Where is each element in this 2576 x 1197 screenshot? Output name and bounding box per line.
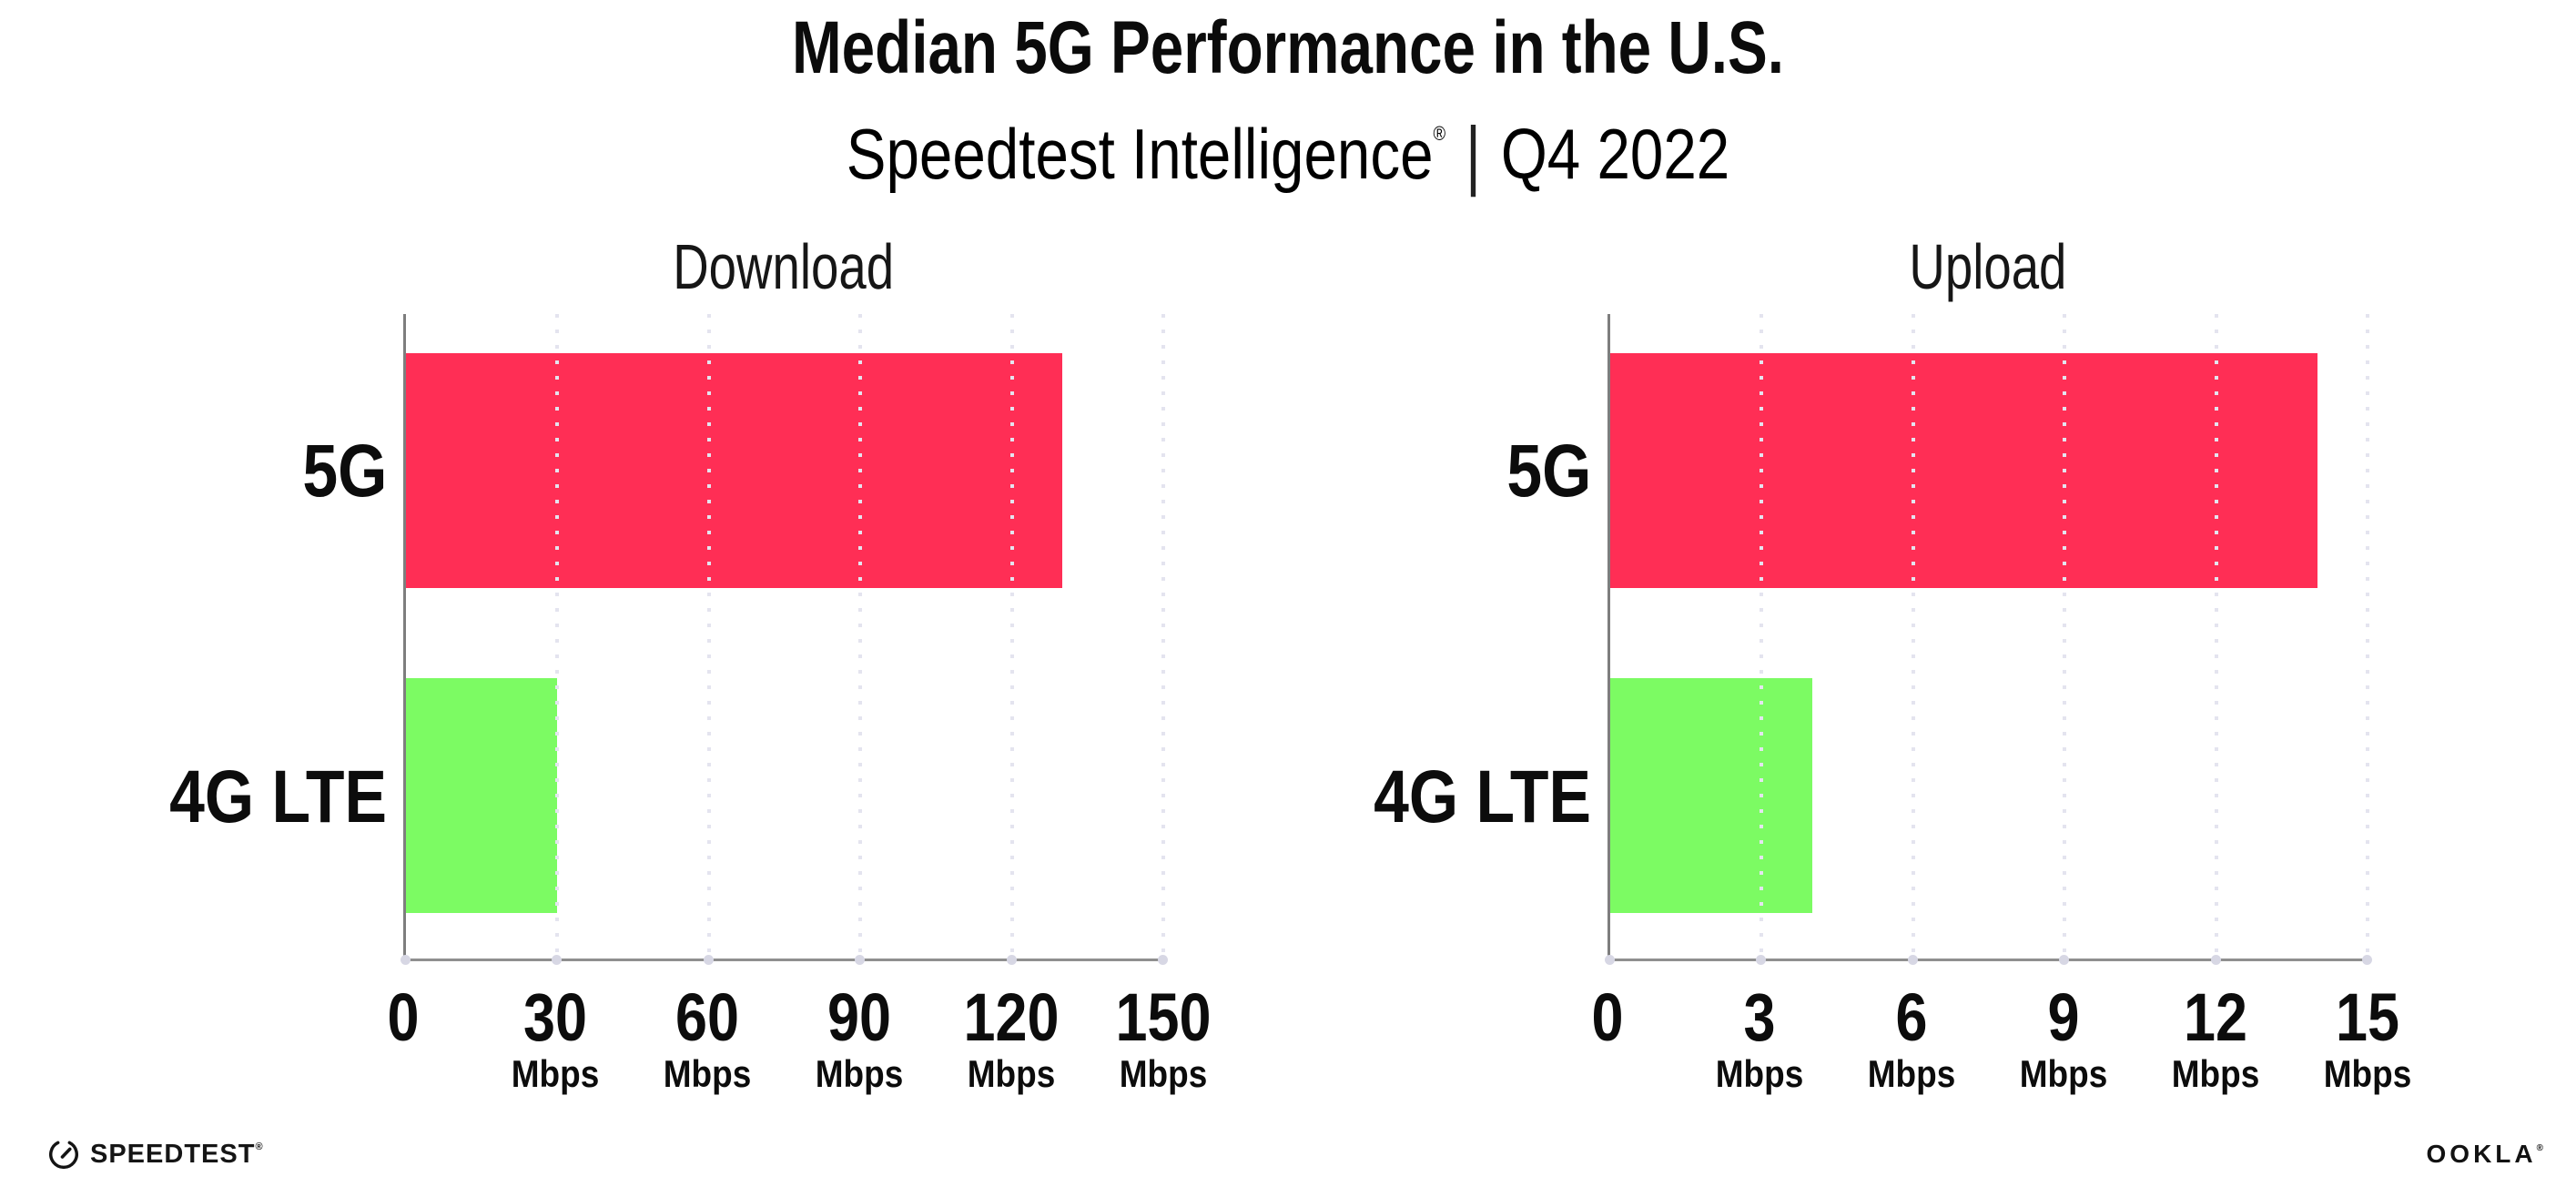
speedtest-logo: SPEEDTEST®	[47, 1136, 263, 1172]
x-tick-0: 0	[1588, 961, 1626, 1055]
axis-tick-dot	[552, 955, 563, 965]
category-label-5g: 5G	[302, 429, 387, 512]
bar-4g-lte	[1610, 677, 1812, 914]
page-title: Median 5G Performance in the U.S.	[792, 6, 1784, 89]
gridline	[858, 314, 863, 959]
registered-mark: ®	[1433, 122, 1446, 145]
ookla-registered-mark: ®	[2536, 1143, 2543, 1153]
speedtest-registered-mark: ®	[255, 1141, 263, 1152]
x-tick-unit: Mbps	[1715, 1052, 1804, 1095]
category-labels: 5G 4G LTE	[150, 314, 387, 961]
axis-tick-dot	[703, 955, 714, 965]
upload-chart: Upload 5G 4G LTE 0 3 Mbps 6 Mbps 9 Mbps 12 Mbps 15…	[1354, 218, 2412, 1098]
x-tick-value: 30	[523, 979, 587, 1055]
page-subtitle: Speedtest Intelligence® | Q4 2022	[206, 96, 2369, 195]
bar-5g	[406, 352, 1063, 589]
x-tick-unit: Mbps	[815, 1052, 904, 1095]
speedtest-label: SPEEDTEST	[90, 1139, 256, 1169]
plot-area	[1605, 314, 2372, 965]
ookla-label: OOKLA	[2426, 1140, 2537, 1168]
x-tick-value: 90	[827, 979, 891, 1055]
x-tick-6: 6 Mbps	[1861, 961, 1962, 1095]
category-labels: 5G 4G LTE	[1354, 314, 1591, 961]
x-tick-value: 9	[2047, 979, 2080, 1055]
chart-title-download: Download	[403, 218, 1163, 314]
x-tick-9: 9 Mbps	[2013, 961, 2114, 1095]
x-tick-value: 120	[963, 979, 1060, 1055]
x-tick-120: 120 Mbps	[955, 961, 1067, 1095]
axis-tick-dot	[1006, 955, 1017, 965]
axis-tick-dot	[2362, 955, 2372, 965]
axis-tick-dot	[2059, 955, 2070, 965]
gridline	[2366, 314, 2369, 959]
gridline	[2063, 314, 2067, 959]
x-tick-value: 150	[1115, 979, 1212, 1055]
plot-area	[401, 314, 1168, 965]
axis-tick-dot	[1158, 955, 1168, 965]
x-tick-unit: Mbps	[1119, 1052, 1208, 1095]
speedtest-gauge-icon	[49, 1141, 78, 1169]
chart-title-upload: Upload	[1607, 218, 2368, 314]
gridline	[2214, 314, 2218, 959]
gridline	[555, 314, 560, 959]
ookla-logo: OOKLA®	[2427, 1140, 2543, 1169]
chart-title-label: Upload	[1908, 230, 2067, 302]
axis-tick-dot	[1907, 955, 1918, 965]
x-tick-15: 15 Mbps	[2317, 961, 2418, 1095]
x-tick-3: 3 Mbps	[1709, 961, 1810, 1095]
x-tick-value: 12	[2184, 979, 2247, 1055]
x-tick-value: 6	[1895, 979, 1928, 1055]
category-label-4g-lte: 4G LTE	[169, 756, 387, 839]
title-block: Median 5G Performance in the U.S. Speedt…	[0, 6, 2576, 195]
x-axis-labels: 0 30 Mbps 60 Mbps 90 Mbps 120 Mbps 150 Mbps	[388, 961, 1212, 1098]
subtitle-brand: Speedtest Intelligence	[846, 114, 1434, 194]
gridline	[1161, 314, 1165, 959]
x-tick-unit: Mbps	[1867, 1052, 1956, 1095]
x-tick-value: 60	[675, 979, 739, 1055]
gridline	[1911, 314, 1915, 959]
x-tick-unit: Mbps	[967, 1052, 1056, 1095]
x-tick-value: 3	[1743, 979, 1776, 1055]
gridline	[706, 314, 711, 959]
x-tick-unit: Mbps	[2323, 1052, 2412, 1095]
ookla-logo-text: OOKLA®	[2427, 1140, 2543, 1168]
x-tick-12: 12 Mbps	[2165, 961, 2266, 1095]
axis-tick-dot	[401, 955, 411, 965]
speedtest-logo-text: SPEEDTEST®	[90, 1140, 263, 1170]
x-tick-30: 30 Mbps	[505, 961, 605, 1095]
x-tick-unit: Mbps	[511, 1052, 600, 1095]
x-tick-60: 60 Mbps	[657, 961, 757, 1095]
category-label-4g-lte: 4G LTE	[1374, 756, 1591, 839]
axis-tick-dot	[2210, 955, 2221, 965]
x-tick-value: 0	[1591, 979, 1624, 1055]
x-tick-150: 150 Mbps	[1107, 961, 1219, 1095]
bar-5g	[1610, 352, 2317, 589]
category-label-5g: 5G	[1506, 429, 1591, 512]
chart-title-label: Download	[673, 230, 894, 302]
x-tick-unit: Mbps	[663, 1052, 752, 1095]
x-axis-labels: 0 3 Mbps 6 Mbps 9 Mbps 12 Mbps 15 Mbps	[1592, 961, 2412, 1098]
x-tick-value: 15	[2336, 979, 2399, 1055]
x-tick-90: 90 Mbps	[809, 961, 909, 1095]
axis-tick-dot	[1605, 955, 1615, 965]
axis-tick-dot	[855, 955, 866, 965]
x-tick-value: 0	[387, 979, 420, 1055]
subtitle-period: Q4 2022	[1500, 114, 1730, 194]
axis-tick-dot	[1756, 955, 1767, 965]
bar-4g-lte	[406, 677, 558, 914]
x-tick-0: 0	[384, 961, 421, 1055]
x-tick-unit: Mbps	[2019, 1052, 2108, 1095]
gridline	[1009, 314, 1014, 959]
x-tick-unit: Mbps	[2171, 1052, 2260, 1095]
gridline	[1760, 314, 1764, 959]
download-chart: Download 5G 4G LTE 0 30 Mbps 60 Mbps 90 Mbps 120…	[150, 218, 1212, 1098]
subtitle-divider: |	[1465, 110, 1482, 198]
